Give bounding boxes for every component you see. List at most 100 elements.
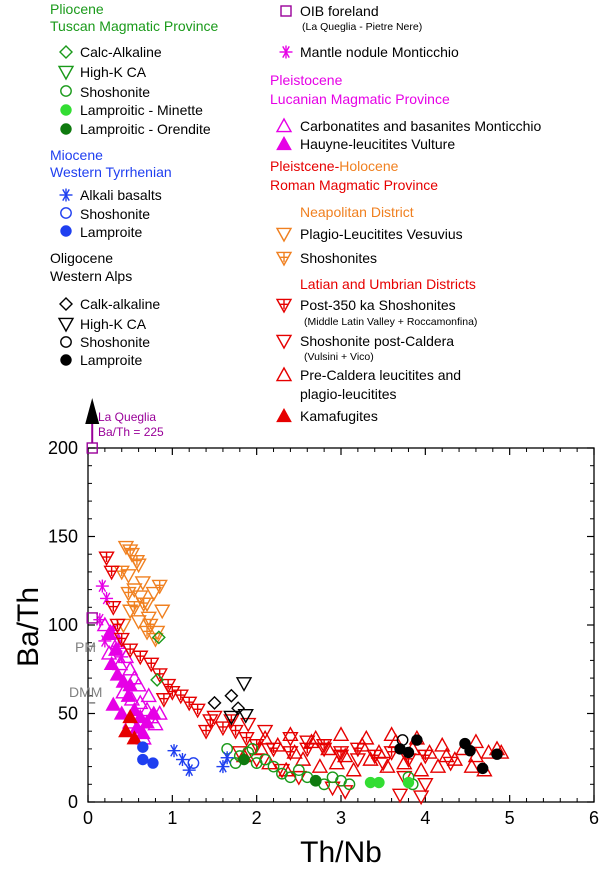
legend-pliocene-subheading: Tuscan Magmatic Province bbox=[50, 18, 219, 34]
point-pre-caldera-leucitites-and-plagio-leucitites bbox=[282, 726, 299, 742]
legend-label-plagio-vesuvius: Plagio-Leucitites Vesuvius bbox=[300, 226, 463, 242]
point-pre-caldera-leucitites-and-plagio-leucitites bbox=[353, 736, 371, 752]
legend-marker-alps-calk-alkaline bbox=[59, 297, 73, 311]
legend-roman-subheading: Roman Magmatic Province bbox=[270, 177, 439, 193]
point-plagio-leucitites-vesuvius bbox=[140, 611, 157, 627]
point-plagio-leucitites-vesuvius bbox=[126, 583, 143, 599]
legend-latian-heading: Latian and Umbrian Districts bbox=[300, 276, 476, 292]
point-pre-caldera-leucitites-and-plagio-leucitites bbox=[429, 758, 447, 773]
legend-marker-miocene-shoshonite bbox=[60, 207, 72, 219]
y-tick-label: 150 bbox=[48, 527, 78, 547]
point-lamproitic-minette bbox=[373, 776, 385, 789]
point-plagio-leucitites-vesuvius bbox=[117, 540, 135, 556]
point-shoshonite-post-caldera bbox=[282, 731, 299, 747]
point-pre-caldera-leucitites-and-plagio-leucitites bbox=[412, 761, 430, 777]
point-shoshonite-tuscan bbox=[284, 771, 297, 784]
point-kamafugites bbox=[122, 709, 139, 724]
legend-pleistocene-subheading: Lucanian Magmatic Province bbox=[270, 91, 450, 107]
y-axis-label: Ba/Th bbox=[12, 587, 45, 667]
point-shoshonite-post-caldera bbox=[391, 788, 409, 804]
point-lamproite-alps bbox=[402, 746, 415, 759]
legend-pliocene-heading: Pliocene bbox=[50, 1, 104, 17]
legend-label-hauyne: Hauyne-leucitites Vulture bbox=[300, 136, 456, 152]
point-post-350-ka-shoshonites bbox=[121, 643, 139, 659]
legend-label-calc-alkaline: Calc-Alkaline bbox=[80, 44, 162, 60]
point-post-350-ka-shoshonites bbox=[109, 618, 126, 634]
x-tick-label: 5 bbox=[505, 808, 515, 828]
point-pre-caldera-leucitites-and-plagio-leucitites bbox=[320, 740, 337, 756]
point-lamproite-alps bbox=[491, 748, 503, 760]
point-shoshonite-tuscan bbox=[292, 764, 305, 777]
point-pre-caldera-leucitites-and-plagio-leucitites bbox=[286, 743, 303, 759]
annotation-la-queglia: La Queglia bbox=[98, 410, 156, 424]
point-post-350-ka-shoshonites bbox=[227, 724, 244, 740]
point-neapolitan-shoshonites bbox=[120, 586, 137, 602]
point-post-350-ka-shoshonites bbox=[197, 724, 215, 740]
point-neapolitan-shoshonites bbox=[151, 579, 168, 595]
point-kamafugites bbox=[126, 730, 143, 745]
point-hauyne-leucitites-vulture bbox=[132, 709, 149, 724]
legend-miocene-heading: Miocene bbox=[50, 147, 103, 163]
point-pre-caldera-leucitites-and-plagio-leucitites bbox=[307, 729, 324, 745]
point-shoshonite-post-caldera bbox=[337, 785, 354, 800]
point-lamproitic-minette bbox=[402, 776, 415, 789]
point-pre-caldera-leucitites-and-plagio-leucitites bbox=[467, 733, 485, 749]
point-pre-caldera-leucitites-and-plagio-leucitites bbox=[358, 729, 375, 745]
legend-marker-alps-highk-ca bbox=[57, 317, 75, 333]
legend-oligocene-subheading: Western Alps bbox=[50, 268, 133, 284]
point-carbonatites-and-basanites-monticchio bbox=[126, 669, 143, 685]
point-neapolitan-shoshonites bbox=[138, 625, 156, 641]
point-hauyne-leucitites-vulture bbox=[145, 705, 162, 720]
y-tick-label: 50 bbox=[58, 704, 78, 724]
point-pre-caldera-leucitites-and-plagio-leucitites bbox=[446, 751, 464, 766]
point-post-350-ka-shoshonites bbox=[189, 703, 206, 719]
point-post-350-ka-shoshonites bbox=[103, 565, 120, 581]
point-post-350-ka-shoshonites bbox=[159, 678, 177, 694]
legend-label-pre-caldera-1: Pre-Caldera leucitites and bbox=[300, 367, 462, 383]
legend-markers bbox=[57, 5, 293, 423]
legend-label-mantle-nodule: Mantle nodule Monticchio bbox=[300, 44, 459, 60]
legend-marker-neapolitan-shoshonites bbox=[275, 251, 293, 267]
point-carbonatites-and-basanites-monticchio bbox=[130, 676, 147, 692]
legend-label-alps-shoshonite: Shoshonite bbox=[80, 334, 151, 350]
legend-label-shosh-post-caldera: Shoshonite post-Caldera bbox=[300, 333, 455, 349]
legend-label-lamproitic-minette: Lamproitic - Minette bbox=[80, 102, 203, 118]
point-pre-caldera-leucitites-and-plagio-leucitites bbox=[311, 758, 329, 773]
y-tick-label: 200 bbox=[48, 438, 78, 458]
legend-label-alps-highk-ca: High-K CA bbox=[80, 316, 147, 332]
point-post-350-ka-shoshonites bbox=[105, 601, 122, 616]
legend-roman-heading-b: Holocene bbox=[339, 158, 399, 174]
legend-label-alkali-basalts: Alkali basalts bbox=[80, 187, 162, 203]
point-post-350-ka-shoshonites bbox=[172, 689, 189, 705]
point-post-350-ka-shoshonites bbox=[132, 650, 149, 666]
x-tick-label: 6 bbox=[589, 808, 599, 828]
point-post-350-ka-shoshonites bbox=[143, 657, 160, 673]
point-hauyne-leucitites-vulture bbox=[109, 666, 126, 681]
point-high-k-ca-alps bbox=[237, 708, 254, 724]
point-pre-caldera-leucitites-and-plagio-leucitites bbox=[370, 743, 388, 759]
point-high-k-ca-alps bbox=[223, 710, 240, 726]
point-pre-caldera-leucitites-and-plagio-leucitites bbox=[303, 733, 320, 749]
point-post-350-ka-shoshonites bbox=[238, 731, 255, 747]
point-shoshonite-post-caldera bbox=[299, 735, 316, 751]
point-alkali-basalts bbox=[220, 751, 234, 765]
annotation-pm: PM bbox=[75, 639, 96, 655]
point-post-350-ka-shoshonites bbox=[98, 551, 115, 567]
point-alkali-basalts bbox=[167, 744, 181, 758]
point-pre-caldera-leucitites-and-plagio-leucitites bbox=[294, 751, 312, 766]
point-neapolitan-shoshonites bbox=[142, 618, 159, 634]
legend-label-alps-calk-alkaline: Calk-alkaline bbox=[80, 296, 161, 312]
legend-label-lamproitic-orendite: Lamproitic - Orendite bbox=[80, 121, 211, 137]
data-points bbox=[86, 442, 510, 806]
legend-marker-mantle-nodule bbox=[279, 45, 293, 59]
point-plagio-leucitites-vesuvius bbox=[121, 604, 139, 620]
point-shoshonite-post-caldera bbox=[206, 710, 223, 726]
y-tick-label: 100 bbox=[48, 615, 78, 635]
x-tick-label: 2 bbox=[252, 808, 262, 828]
point-high-k-ca-alps bbox=[235, 677, 253, 692]
legend-oligocene-heading: Oligocene bbox=[50, 250, 114, 266]
point-calk-alkaline-alps bbox=[207, 695, 222, 710]
legend-pleistocene-heading: Pleistocene bbox=[270, 72, 343, 88]
point-plagio-leucitites-vesuvius bbox=[154, 604, 171, 620]
legend-marker-lamproitic-orendite bbox=[60, 123, 72, 135]
